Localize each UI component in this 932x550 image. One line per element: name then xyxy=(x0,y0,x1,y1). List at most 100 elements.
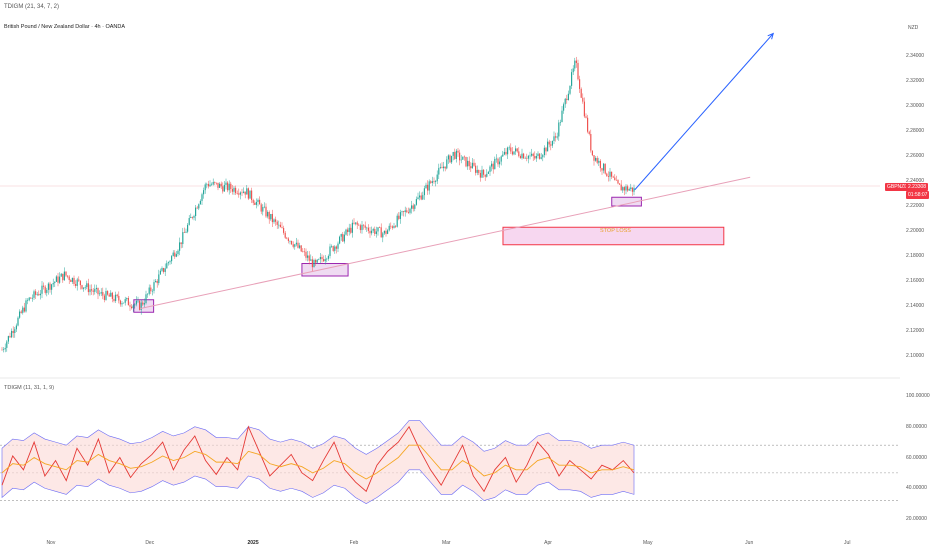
candle-body xyxy=(372,228,374,231)
candle-body xyxy=(572,68,574,73)
candle-body xyxy=(204,184,206,191)
candle-body xyxy=(206,183,208,185)
candle-body xyxy=(15,325,17,330)
candle-body xyxy=(494,158,496,170)
candle-body xyxy=(415,199,417,205)
candle-body xyxy=(348,227,350,233)
candle-body xyxy=(65,271,67,276)
candle-body xyxy=(427,184,429,191)
candle-body xyxy=(409,208,411,213)
candle-body xyxy=(556,136,558,138)
candle-body xyxy=(443,166,445,169)
oscillator-y-tick-label: 60.00000 xyxy=(906,454,927,461)
candle-body xyxy=(326,258,328,260)
candle-body xyxy=(403,211,405,213)
candle-body xyxy=(492,163,494,170)
x-tick-label: 2025 xyxy=(247,540,259,546)
y-tick-label: 2.26000 xyxy=(906,153,925,159)
candle-body xyxy=(316,259,318,263)
top-indicator-label[interactable]: TDIGM (21, 34, 7, 2) xyxy=(4,4,60,10)
candle-body xyxy=(363,224,365,226)
candle-body xyxy=(383,230,385,234)
candle-body xyxy=(463,156,465,158)
candle-body xyxy=(588,131,590,135)
candle-body xyxy=(529,155,531,157)
candle-body xyxy=(172,252,174,257)
candle-body xyxy=(567,93,569,101)
candle-body xyxy=(377,227,379,232)
candle-body xyxy=(159,270,161,275)
candle-body xyxy=(84,287,86,288)
candle-body xyxy=(251,190,253,201)
candle-body xyxy=(215,182,217,184)
candle-body xyxy=(483,169,485,175)
candle-body xyxy=(444,166,446,169)
candle-body xyxy=(185,231,187,233)
candle-body xyxy=(603,163,605,171)
candle-body xyxy=(468,160,470,167)
candle-body xyxy=(22,307,24,313)
candle-body xyxy=(247,188,249,199)
candle-body xyxy=(271,213,273,223)
candle-body xyxy=(555,136,557,138)
candle-body xyxy=(139,300,141,310)
lower-indicator-label[interactable]: TDIGM (11, 31, 1, 9) xyxy=(4,385,55,391)
ascending-trendline xyxy=(140,176,751,309)
candle-body xyxy=(110,292,112,297)
candle-body xyxy=(599,160,601,169)
candle-body xyxy=(332,246,334,251)
candle-body xyxy=(127,298,129,306)
candle-body xyxy=(225,182,227,185)
candle-body xyxy=(52,283,54,285)
x-tick-label: Nov xyxy=(46,540,56,546)
candle-body xyxy=(231,188,233,192)
candle-body xyxy=(129,305,131,307)
candle-body xyxy=(495,158,497,160)
candle-body xyxy=(451,155,453,163)
candle-body xyxy=(43,285,45,287)
candle-body xyxy=(484,174,486,177)
candle-body xyxy=(49,283,51,290)
candle-body xyxy=(100,292,102,294)
candle-body xyxy=(374,228,376,234)
candle-body xyxy=(243,191,245,193)
candle-body xyxy=(39,293,41,296)
candle-body xyxy=(622,187,624,191)
candle-body xyxy=(195,207,197,217)
candle-body xyxy=(545,147,547,152)
x-tick-label: Jul xyxy=(844,540,851,546)
candle-body xyxy=(511,151,513,155)
candle-body xyxy=(23,307,25,312)
candle-body xyxy=(89,289,91,293)
candle-body xyxy=(310,259,312,261)
candle-body xyxy=(281,227,283,228)
candles-group xyxy=(1,56,635,353)
price-tag-value: 2.23308 xyxy=(906,183,929,191)
candle-body xyxy=(630,187,632,190)
candle-body xyxy=(417,197,419,200)
candle-body xyxy=(14,329,16,334)
candle-body xyxy=(631,187,633,192)
candle-body xyxy=(319,257,321,260)
candle-body xyxy=(359,225,361,231)
candle-body xyxy=(180,242,182,245)
candle-body xyxy=(455,150,457,159)
candle-body xyxy=(70,280,72,282)
stop-loss-zone xyxy=(502,226,725,246)
candle-body xyxy=(287,238,289,241)
candle-body xyxy=(255,201,257,205)
candle-body xyxy=(7,336,9,342)
candle-body xyxy=(366,227,368,229)
candle-body xyxy=(142,302,144,305)
candle-body xyxy=(428,181,430,191)
candle-body xyxy=(502,154,504,157)
candle-body xyxy=(391,226,393,228)
candle-body xyxy=(183,232,185,233)
candle-body xyxy=(118,295,120,301)
support-zone xyxy=(611,196,642,207)
candle-body xyxy=(375,231,377,234)
candle-body xyxy=(347,229,349,233)
candle-body xyxy=(591,150,593,156)
candle-body xyxy=(94,289,96,292)
